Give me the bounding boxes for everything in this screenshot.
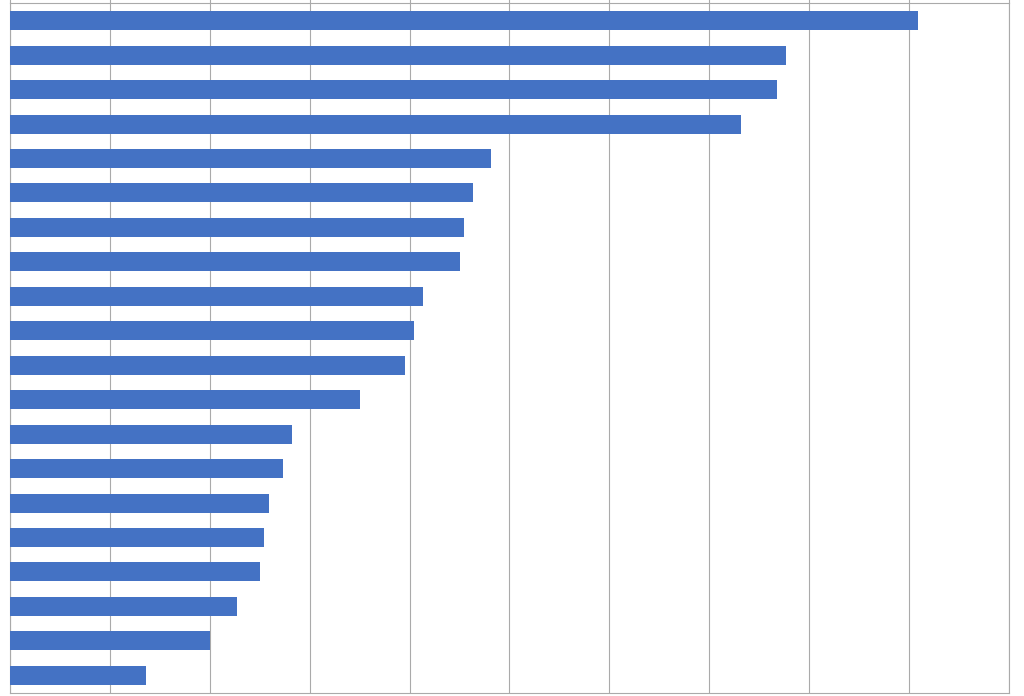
Bar — [10, 459, 283, 478]
Bar — [10, 218, 464, 237]
Bar — [10, 631, 210, 650]
Bar — [10, 253, 460, 271]
Bar — [10, 356, 406, 374]
Bar — [10, 493, 269, 512]
Bar — [10, 80, 777, 99]
Bar — [10, 115, 741, 134]
Bar — [10, 184, 473, 203]
Bar — [10, 666, 146, 685]
Bar — [10, 149, 492, 168]
Bar — [10, 287, 423, 306]
Bar — [10, 597, 238, 616]
Bar — [10, 46, 786, 65]
Bar — [10, 11, 918, 30]
Bar — [10, 425, 292, 443]
Bar — [10, 562, 260, 581]
Bar — [10, 528, 264, 547]
Bar — [10, 322, 414, 340]
Bar — [10, 390, 359, 409]
